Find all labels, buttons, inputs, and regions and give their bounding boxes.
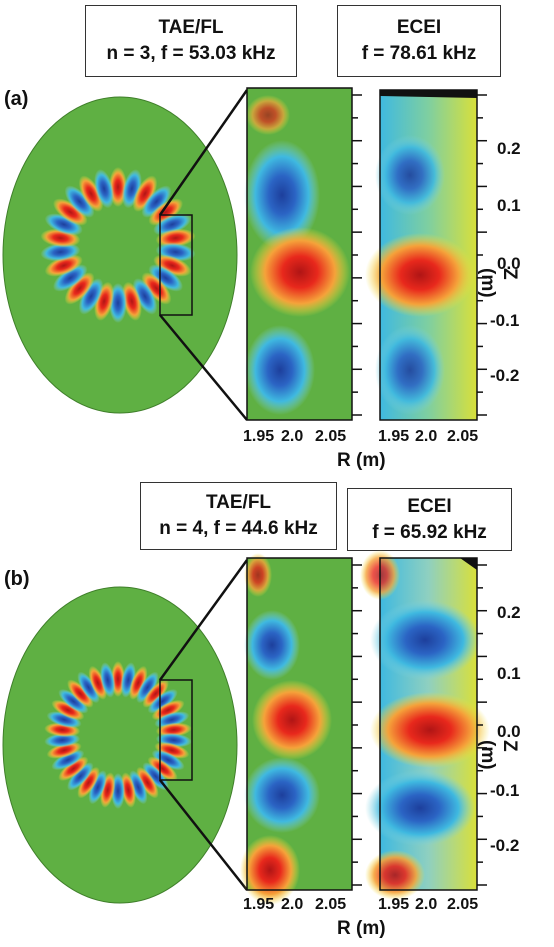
exp-title-a: ECEI (396, 17, 442, 38)
zoom-line-bot-b (159, 779, 248, 891)
mode-lobe (147, 756, 178, 781)
z-axis-ticks-a (352, 94, 487, 416)
sim-title-a: TAE/FL (158, 17, 224, 38)
sim-box-a: TAE/FL n = 3, f = 53.03 kHz (85, 5, 297, 77)
mode-lobe (51, 749, 85, 771)
r-tick-a-sim-0: 1.95 (243, 428, 275, 445)
r-tick-b-ecei-0: 1.95 (378, 896, 410, 913)
mode-lobe (153, 213, 192, 236)
exp-box-b: ECEI f = 65.92 kHz (347, 488, 512, 551)
sim-zoom-panel-a (244, 87, 353, 421)
z-tick-b-1: 0.1 (497, 664, 521, 683)
z-tick-a-1: 0.1 (497, 196, 521, 215)
zoom-box-a (159, 214, 193, 316)
z-tick-a-3: -0.1 (490, 311, 520, 330)
mode-lobe (142, 679, 169, 708)
mode-lobe (88, 770, 107, 805)
mode-lobe (67, 679, 94, 708)
mode-lobe (40, 242, 81, 262)
mode-lobe (148, 264, 183, 292)
zoom-line-top-b (158, 559, 249, 681)
mode-lobe (136, 671, 159, 704)
z-tick-a-0: 0.2 (497, 139, 521, 158)
mode-lobe (78, 175, 104, 212)
r-tick-a-sim-1: 2.0 (281, 428, 304, 445)
mode-lobe (88, 665, 107, 700)
sim-title-b: TAE/FL (205, 492, 272, 513)
z-tick-a-4: -0.2 (490, 366, 520, 385)
mode-lobe (120, 772, 136, 808)
mode-lobe (78, 278, 104, 315)
mode-lobe (141, 185, 172, 218)
sim-box-b: TAE/FL n = 4, f = 44.6 kHz (140, 482, 337, 550)
zoom-line-top-a (158, 89, 249, 216)
panel-label-a: (a) (4, 88, 29, 110)
mode-lobe (153, 254, 192, 277)
r-tick-b-sim-1: 2.0 (281, 896, 304, 913)
mode-lobe (147, 689, 178, 714)
sim-params-b: n = 4, f = 44.6 kHz (159, 518, 318, 539)
mode-lobe (77, 671, 100, 704)
mode-lobe (44, 254, 83, 277)
mode-lobe (77, 766, 100, 799)
mode-lobe (51, 699, 85, 721)
r-axis-label-b: R (m) (337, 918, 386, 939)
r-tick-a-ecei-0: 1.95 (378, 428, 410, 445)
exp-params-a: f = 78.61 kHz (361, 43, 477, 64)
r-tick-a-sim-2: 2.05 (315, 428, 347, 445)
zoom-line-bot-a (159, 314, 248, 421)
panel-label-b: (b) (4, 568, 30, 590)
r-axis-label-a: R (m) (337, 450, 386, 471)
zoom-box-b (159, 679, 193, 781)
mode-lobe (64, 185, 95, 218)
mode-lobe (53, 264, 88, 292)
r-tick-b-ecei-2: 2.05 (447, 896, 479, 913)
r-tick-a-ecei-2: 2.05 (447, 428, 479, 445)
z-tick-b-0: 0.2 (497, 603, 521, 622)
mode-lobe (136, 766, 159, 799)
mode-lobe (155, 228, 196, 248)
mode-lobe (94, 169, 115, 209)
mode-lobe (100, 662, 116, 698)
r-tick-b-sim-2: 2.05 (315, 896, 347, 913)
r-tick-a-ecei-1: 2.0 (415, 428, 438, 445)
z-axis-ticks-b (352, 564, 487, 886)
mode-ring-a (40, 167, 196, 323)
exp-title-b: ECEI (407, 495, 452, 517)
mode-lobe (141, 272, 172, 305)
mode-lobe (129, 665, 148, 700)
z-tick-b-2: 0.0 (497, 722, 521, 741)
exp-params-b: f = 65.92 kHz (372, 521, 487, 543)
mode-lobe (121, 281, 142, 321)
sim-zoom-panel-b (240, 553, 353, 905)
mode-lobe (132, 175, 158, 212)
mode-lobe (64, 272, 95, 305)
mode-lobe (44, 213, 83, 236)
z-tick-b-3: -0.1 (490, 781, 520, 800)
ecei-panel-b (360, 550, 490, 900)
z-tick-b-4: -0.2 (490, 836, 520, 855)
mode-lobe (58, 689, 89, 714)
mode-lobe (148, 198, 183, 226)
r-tick-b-ecei-1: 2.0 (415, 896, 438, 913)
torus-disk-b (2, 586, 238, 904)
exp-box-a: ECEI f = 78.61 kHz (337, 5, 501, 77)
z-tick-a-2: 0.0 (497, 254, 521, 273)
torus-disk-a (2, 96, 238, 414)
mode-lobe (53, 198, 88, 226)
ecei-panel-a (365, 89, 478, 421)
mode-lobe (129, 770, 148, 805)
mode-lobe (58, 756, 89, 781)
mode-lobe (132, 278, 158, 315)
mode-lobe (67, 762, 94, 791)
z-axis-label-b: Z (m) (477, 740, 520, 770)
mode-ring-b (44, 661, 192, 809)
sim-params-a: n = 3, f = 53.03 kHz (106, 43, 276, 64)
r-tick-b-sim-0: 1.95 (243, 896, 275, 913)
